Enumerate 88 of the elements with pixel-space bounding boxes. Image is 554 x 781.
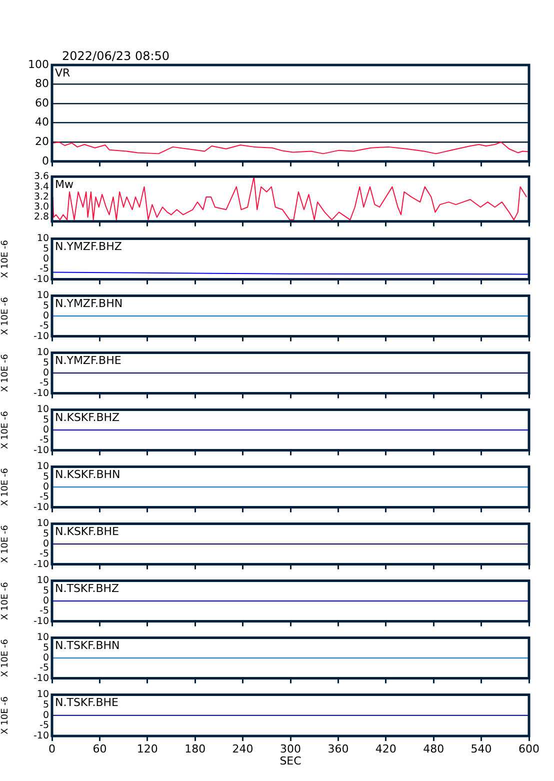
x-tick-label: 180 <box>184 742 206 756</box>
y-tick-label: -10 <box>33 558 49 570</box>
y-tick-label: 0 <box>42 595 49 606</box>
y-tick-label: 5 <box>42 300 49 312</box>
y-axis-title: X 10E -6 <box>0 468 11 506</box>
x-tick-label: 240 <box>232 742 254 756</box>
y-tick-label: 0 <box>42 154 49 168</box>
y-tick-label: -10 <box>33 502 49 513</box>
y-tick-label: -5 <box>40 492 49 503</box>
y-tick-label: -5 <box>40 320 49 332</box>
x-tick-label: 120 <box>136 742 158 756</box>
y-tick-label: 10 <box>36 347 49 358</box>
y-tick-label: 3.0 <box>34 202 49 213</box>
y-tick-label: 60 <box>35 96 49 110</box>
chart-title: N.TSKF.BHE <box>55 696 119 710</box>
y-tick-label: -5 <box>40 548 49 560</box>
chart-title: N.YMZF.BHZ <box>55 240 122 254</box>
y-tick-label: -10 <box>33 730 49 742</box>
y-tick-label: 0 <box>42 367 49 378</box>
y-tick-label: -5 <box>40 720 49 732</box>
y-tick-label: 80 <box>35 77 49 90</box>
y-axis-title: X 10E -6 <box>0 410 11 449</box>
chart-title: N.KSKF.BHN <box>55 468 120 482</box>
chart-title: N.TSKF.BHN <box>55 639 120 652</box>
y-tick-label: 0 <box>42 310 49 322</box>
y-tick-label: 10 <box>36 575 49 586</box>
y-tick-label: 5 <box>42 414 49 426</box>
y-tick-label: 3.2 <box>34 191 49 202</box>
chart-title: VR <box>55 66 71 80</box>
y-tick-label: 10 <box>36 518 49 530</box>
y-axis-title: X 10E -6 <box>0 240 11 278</box>
y-tick-label: -5 <box>40 662 49 674</box>
y-tick-label: 20 <box>35 134 49 148</box>
chart-title: N.YMZF.BHE <box>55 354 122 368</box>
chart-title: Mw <box>55 178 74 192</box>
x-axis-title: SEC <box>280 754 302 768</box>
chart-title: N.KSKF.BHE <box>55 525 120 538</box>
y-axis-title: X 10E -6 <box>0 696 11 734</box>
y-tick-label: 100 <box>28 58 49 71</box>
y-tick-label: 2.8 <box>34 212 49 223</box>
y-axis-title: X 10E -6 <box>0 354 11 392</box>
y-axis-title: X 10E -6 <box>0 638 11 677</box>
text: 2022/06/23 08:50 <box>62 49 170 64</box>
chart-title: N.TSKF.BHZ <box>55 582 120 596</box>
y-tick-label: 0 <box>42 481 49 492</box>
y-tick-label: -10 <box>33 444 49 456</box>
y-tick-label: 10 <box>36 461 49 472</box>
y-tick-label: 10 <box>36 290 49 302</box>
x-tick-label: 420 <box>375 742 396 756</box>
y-tick-label: -5 <box>40 264 49 275</box>
y-tick-label: -5 <box>40 434 49 446</box>
y-tick-label: 3.6 <box>34 171 49 182</box>
y-tick-label: 10 <box>36 233 49 244</box>
y-tick-label: 10 <box>36 632 49 644</box>
x-tick-label: 300 <box>280 742 301 756</box>
y-tick-label: 5 <box>42 699 49 710</box>
y-tick-label: 10 <box>36 404 49 416</box>
y-tick-label: -10 <box>33 274 49 285</box>
y-tick-label: 0 <box>42 710 49 721</box>
chart-title: N.KSKF.BHZ <box>55 411 120 424</box>
y-tick-label: 0 <box>42 652 49 664</box>
y-axis-title: X 10E -6 <box>0 296 11 335</box>
y-tick-label: -10 <box>33 616 49 627</box>
y-tick-label: 40 <box>35 116 49 129</box>
y-tick-label: -10 <box>33 672 49 684</box>
y-tick-label: -5 <box>40 606 49 617</box>
y-axis-title: X 10E -6 <box>0 524 11 563</box>
x-tick-label: 540 <box>470 742 492 756</box>
y-tick-label: 3.4 <box>34 181 49 192</box>
y-tick-label: -5 <box>40 378 49 389</box>
x-tick-label: 480 <box>423 742 444 756</box>
y-tick-label: -10 <box>33 388 49 399</box>
y-axis-title: X 10E -6 <box>0 582 11 620</box>
x-tick-label: 600 <box>518 742 540 756</box>
y-tick-label: 5 <box>42 471 49 482</box>
y-tick-label: 5 <box>42 585 49 596</box>
y-tick-label: 0 <box>42 424 49 436</box>
chart-title: N.YMZF.BHN <box>55 297 123 310</box>
y-tick-label: 5 <box>42 528 49 540</box>
x-tick-label: 60 <box>92 742 107 756</box>
y-tick-label: 10 <box>36 689 49 700</box>
y-tick-label: 0 <box>42 253 49 264</box>
x-tick-label: 360 <box>328 742 349 756</box>
y-tick-label: -10 <box>33 330 49 342</box>
y-tick-label: 5 <box>42 243 49 254</box>
y-tick-label: 0 <box>42 538 49 550</box>
y-tick-label: 5 <box>42 642 49 654</box>
y-tick-label: 5 <box>42 357 49 368</box>
